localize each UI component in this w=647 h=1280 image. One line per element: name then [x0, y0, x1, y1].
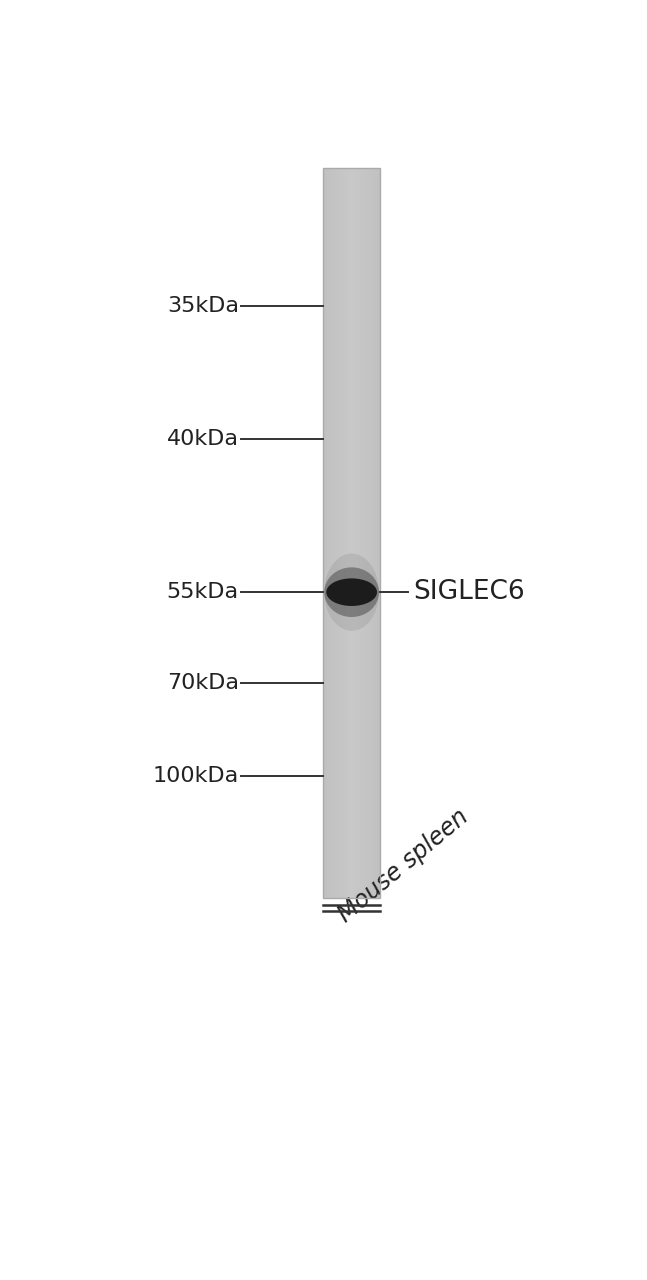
Bar — [323, 169, 380, 897]
Ellipse shape — [326, 579, 377, 605]
Ellipse shape — [324, 553, 379, 631]
Text: Mouse spleen: Mouse spleen — [334, 805, 473, 927]
Ellipse shape — [324, 567, 379, 617]
Text: 70kDa: 70kDa — [167, 673, 239, 692]
Text: 55kDa: 55kDa — [167, 582, 239, 602]
Text: 100kDa: 100kDa — [153, 767, 239, 786]
Text: SIGLEC6: SIGLEC6 — [413, 579, 525, 605]
Text: 35kDa: 35kDa — [167, 297, 239, 316]
Text: 40kDa: 40kDa — [167, 429, 239, 449]
